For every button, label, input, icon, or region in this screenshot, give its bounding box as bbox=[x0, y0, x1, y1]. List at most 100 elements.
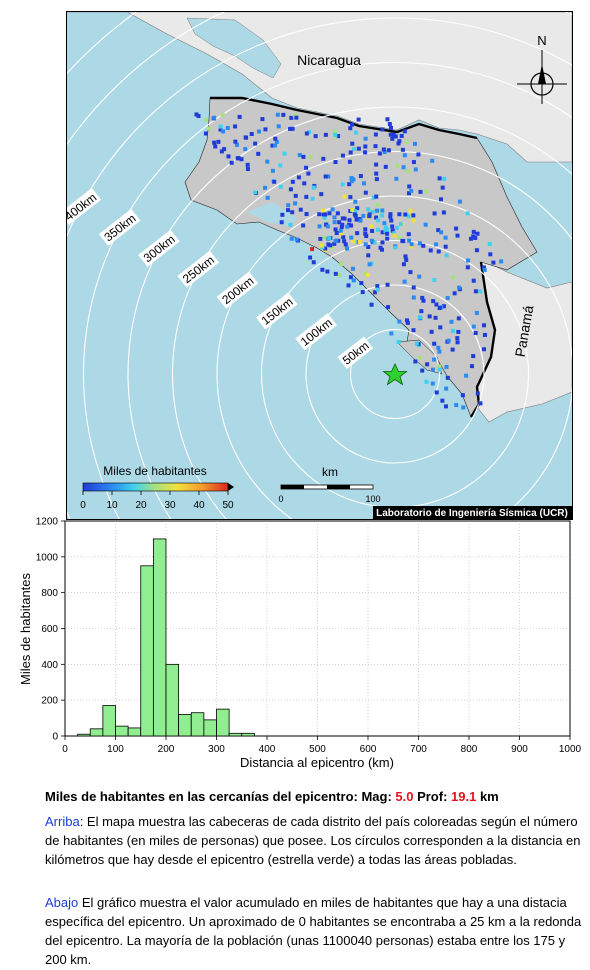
district-point bbox=[466, 258, 471, 263]
district-point bbox=[443, 235, 448, 240]
district-point bbox=[445, 296, 450, 301]
histogram-y-label: Miles de habitantes bbox=[18, 572, 33, 685]
district-point bbox=[363, 227, 368, 232]
district-point bbox=[427, 314, 432, 319]
x-tick-label: 400 bbox=[259, 744, 276, 755]
caption-abajo: Abajo El gráfico muestra el valor acumul… bbox=[45, 893, 585, 969]
district-point bbox=[278, 163, 283, 168]
district-point bbox=[286, 203, 291, 208]
district-point bbox=[390, 224, 395, 229]
district-point bbox=[288, 126, 293, 131]
district-point bbox=[358, 174, 363, 179]
district-point bbox=[313, 134, 318, 139]
district-point bbox=[204, 117, 209, 122]
gulf-of-nicoya bbox=[247, 202, 297, 226]
district-point bbox=[270, 168, 275, 173]
district-point bbox=[226, 154, 231, 159]
district-point bbox=[298, 207, 303, 212]
district-point bbox=[386, 305, 391, 310]
district-point bbox=[260, 117, 265, 122]
district-point bbox=[332, 129, 337, 134]
district-point bbox=[352, 212, 357, 217]
svg-text:100km: 100km bbox=[298, 316, 335, 349]
district-point bbox=[307, 130, 312, 135]
district-point bbox=[420, 368, 425, 373]
district-point bbox=[354, 217, 359, 222]
ring-label: 250km bbox=[177, 250, 220, 288]
district-point bbox=[405, 318, 410, 323]
land-layer bbox=[67, 12, 572, 423]
district-point bbox=[411, 160, 416, 165]
district-point bbox=[412, 141, 417, 146]
district-point bbox=[444, 386, 449, 391]
district-point bbox=[353, 209, 358, 214]
district-point bbox=[475, 231, 480, 236]
district-point bbox=[320, 267, 325, 272]
district-point bbox=[376, 218, 381, 223]
district-point bbox=[454, 226, 459, 231]
abajo-text: El gráfico muestra el valor acumulado en… bbox=[45, 895, 582, 967]
district-point bbox=[414, 341, 419, 346]
district-point bbox=[413, 167, 418, 172]
district-point bbox=[419, 309, 424, 314]
district-point bbox=[417, 241, 422, 246]
district-point bbox=[339, 225, 344, 230]
district-point bbox=[346, 283, 351, 288]
district-point bbox=[233, 124, 238, 129]
district-point bbox=[471, 354, 476, 359]
district-point bbox=[220, 129, 225, 134]
map-panel: 50km100km150km200km250km300km350km400km4… bbox=[66, 11, 573, 520]
district-point bbox=[340, 153, 345, 158]
district-point bbox=[310, 247, 315, 252]
ring-label: 300km bbox=[138, 229, 180, 267]
district-point bbox=[442, 176, 447, 181]
district-point bbox=[380, 230, 385, 235]
district-point bbox=[293, 201, 298, 206]
district-point bbox=[275, 112, 280, 117]
district-point bbox=[196, 113, 201, 118]
district-point bbox=[392, 233, 397, 238]
district-point bbox=[411, 295, 416, 300]
histogram-bar bbox=[115, 725, 129, 737]
district-point bbox=[407, 238, 412, 243]
district-point bbox=[440, 398, 445, 403]
district-point bbox=[348, 126, 353, 131]
epicenter-map: 50km100km150km200km250km300km350km400km4… bbox=[67, 12, 572, 519]
district-point bbox=[444, 364, 449, 369]
district-point bbox=[345, 246, 350, 251]
district-point bbox=[481, 265, 486, 270]
district-point bbox=[354, 130, 359, 135]
district-point bbox=[374, 177, 379, 182]
district-point bbox=[460, 393, 465, 398]
district-point bbox=[375, 227, 380, 232]
district-point bbox=[341, 235, 346, 240]
district-point bbox=[363, 190, 368, 195]
district-point bbox=[432, 357, 437, 362]
district-point bbox=[375, 284, 380, 289]
district-point bbox=[430, 381, 435, 386]
district-point bbox=[219, 149, 224, 154]
district-point bbox=[304, 212, 309, 217]
district-point bbox=[441, 210, 446, 215]
district-point bbox=[408, 244, 413, 249]
depth-unit: km bbox=[476, 789, 499, 804]
district-point bbox=[256, 151, 261, 156]
district-point bbox=[301, 223, 306, 228]
histogram-x-ticks: 0 100 200 300 400 500 600 700 800 900 1000 bbox=[62, 736, 582, 755]
district-point bbox=[349, 179, 354, 184]
district-point bbox=[385, 236, 390, 241]
district-point bbox=[380, 213, 385, 218]
district-point bbox=[428, 248, 433, 253]
district-point bbox=[212, 115, 217, 120]
district-point bbox=[332, 215, 337, 220]
district-point bbox=[363, 231, 368, 236]
district-point bbox=[374, 171, 379, 176]
district-point bbox=[306, 171, 311, 176]
district-point bbox=[377, 209, 382, 214]
district-point bbox=[388, 125, 393, 130]
district-point bbox=[373, 144, 378, 149]
magnitude-value: 5.0 bbox=[395, 789, 414, 804]
district-point bbox=[389, 218, 394, 223]
district-point bbox=[403, 212, 408, 217]
district-point bbox=[383, 225, 388, 230]
